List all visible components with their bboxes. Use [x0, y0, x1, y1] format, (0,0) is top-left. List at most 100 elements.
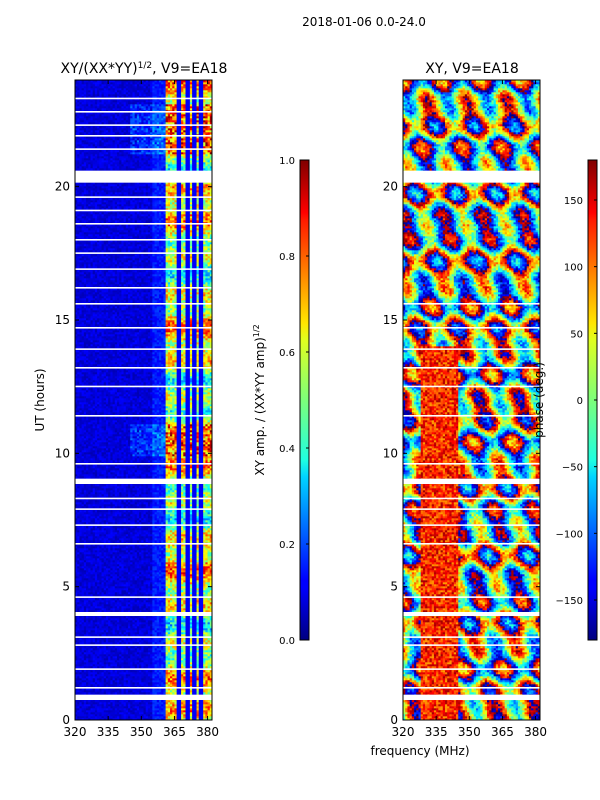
- amplitude-heatmap-cell: [110, 680, 113, 683]
- amplitude-heatmap-cell: [134, 680, 138, 683]
- amplitude-heatmap-cell: [209, 680, 212, 683]
- amplitude-heatmap-cell: [187, 638, 191, 641]
- amplitude-heatmap-cell: [128, 562, 131, 565]
- amplitude-heatmap-cell: [94, 620, 98, 623]
- amplitude-heatmap-cell: [147, 588, 151, 591]
- amplitude-heatmap-cell: [79, 576, 82, 579]
- amplitude-heatmap-cell: [170, 604, 173, 607]
- amplitude-heatmap-cell: [134, 608, 138, 611]
- amplitude-heatmap-cell: [158, 656, 162, 659]
- amplitude-heatmap-cell: [203, 684, 206, 687]
- amplitude-heatmap-cell: [209, 652, 212, 655]
- amplitude-heatmap-cell: [185, 624, 188, 627]
- amplitude-heatmap-cell: [203, 650, 206, 653]
- amplitude-heatmap-cell: [125, 682, 129, 685]
- amplitude-heatmap-cell: [170, 622, 173, 625]
- amplitude-heatmap-cell: [205, 704, 208, 707]
- amplitude-heatmap-cell: [200, 562, 204, 565]
- figure-suptitle: 2018-01-06 0.0-24.0: [302, 15, 426, 29]
- amplitude-heatmap-cell: [83, 706, 87, 709]
- amplitude-heatmap-cell: [97, 564, 100, 567]
- amplitude-heatmap-cell: [176, 634, 180, 637]
- amplitude-heatmap-cell: [189, 576, 193, 579]
- amplitude-heatmap-cell: [123, 656, 127, 659]
- amplitude-heatmap-cell: [139, 568, 142, 571]
- amplitude-heatmap-cell: [81, 582, 85, 585]
- amplitude-heatmap-cell: [125, 676, 129, 679]
- amplitude-heatmap-cell: [172, 622, 175, 625]
- amplitude-heatmap-cell: [116, 656, 120, 659]
- amplitude-heatmap-cell: [108, 586, 111, 589]
- amplitude-heatmap-cell: [196, 676, 200, 679]
- amplitude-heatmap-cell: [194, 676, 197, 679]
- amplitude-heatmap-cell: [119, 566, 122, 569]
- amplitude-heatmap-cell: [116, 692, 120, 695]
- amplitude-heatmap-cell: [121, 680, 124, 683]
- amplitude-heatmap-cell: [114, 580, 118, 583]
- amplitude-heatmap-cell: [156, 692, 160, 695]
- amplitude-heatmap-cell: [170, 672, 173, 675]
- amplitude-heatmap-cell: [92, 628, 96, 631]
- amplitude-heatmap-cell: [128, 640, 131, 643]
- amplitude-heatmap-cell: [108, 594, 111, 597]
- amplitude-heatmap-cell: [174, 706, 177, 709]
- amplitude-heatmap-cell: [86, 700, 89, 703]
- amplitude-heatmap-cell: [156, 640, 160, 643]
- amplitude-heatmap-cell: [83, 632, 87, 635]
- amplitude-heatmap-cell: [75, 628, 78, 631]
- amplitude-heatmap-cell: [121, 616, 124, 619]
- amplitude-heatmap-cell: [209, 714, 212, 717]
- amplitude-heatmap-cell: [207, 608, 211, 611]
- amplitude-heatmap-cell: [203, 646, 206, 649]
- amplitude-heatmap-cell: [136, 692, 140, 695]
- amplitude-heatmap-cell: [77, 582, 80, 585]
- amplitude-heatmap-cell: [88, 638, 91, 641]
- amplitude-heatmap-cell: [101, 652, 105, 655]
- amplitude-heatmap-cell: [143, 712, 147, 715]
- amplitude-heatmap-cell: [128, 700, 131, 703]
- amplitude-heatmap-cell: [83, 608, 87, 611]
- amplitude-heatmap-cell: [147, 584, 151, 587]
- amplitude-heatmap-cell: [189, 652, 193, 655]
- amplitude-heatmap-cell: [112, 622, 116, 625]
- amplitude-heatmap-cell: [92, 688, 96, 691]
- amplitude-heatmap-cell: [105, 572, 109, 575]
- amplitude-heatmap-cell: [136, 590, 140, 593]
- amplitude-heatmap-cell: [101, 656, 105, 659]
- amplitude-heatmap-cell: [121, 692, 124, 695]
- amplitude-heatmap-cell: [81, 712, 85, 715]
- amplitude-heatmap-cell: [147, 580, 151, 583]
- amplitude-heatmap-cell: [125, 658, 129, 661]
- amplitude-heatmap-cell: [192, 572, 195, 575]
- amplitude-heatmap-cell: [77, 704, 80, 707]
- amplitude-heatmap-cell: [161, 588, 164, 591]
- amplitude-heatmap-cell: [97, 710, 100, 713]
- amplitude-heatmap-cell: [130, 666, 133, 669]
- amplitude-heatmap-cell: [116, 586, 120, 589]
- amplitude-heatmap-cell: [143, 658, 147, 661]
- amplitude-heatmap-cell: [97, 666, 100, 669]
- amplitude-heatmap-cell: [205, 574, 208, 577]
- amplitude-heatmap-cell: [181, 692, 184, 695]
- amplitude-heatmap-cell: [154, 624, 158, 627]
- amplitude-heatmap-cell: [136, 598, 140, 601]
- amplitude-heatmap-cell: [176, 690, 180, 693]
- amplitude-heatmap-cell: [105, 708, 109, 711]
- amplitude-heatmap-cell: [145, 662, 149, 665]
- amplitude-heatmap-cell: [130, 664, 133, 667]
- amplitude-heatmap-cell: [154, 618, 158, 621]
- amplitude-heatmap-cell: [99, 578, 102, 581]
- amplitude-heatmap-cell: [108, 718, 111, 720]
- amplitude-heatmap-cell: [174, 592, 177, 595]
- amplitude-heatmap-cell: [114, 654, 118, 657]
- amplitude-heatmap-cell: [77, 700, 80, 703]
- amplitude-heatmap-cell: [108, 704, 111, 707]
- amplitude-heatmap-cell: [152, 708, 155, 711]
- amplitude-heatmap-cell: [163, 680, 166, 683]
- amplitude-heatmap-cell: [167, 592, 171, 595]
- amplitude-heatmap-cell: [172, 656, 175, 659]
- amplitude-heatmap-cell: [136, 710, 140, 713]
- amplitude-heatmap-cell: [119, 718, 122, 720]
- amplitude-heatmap-cell: [132, 632, 135, 635]
- amplitude-heatmap-cell: [143, 692, 147, 695]
